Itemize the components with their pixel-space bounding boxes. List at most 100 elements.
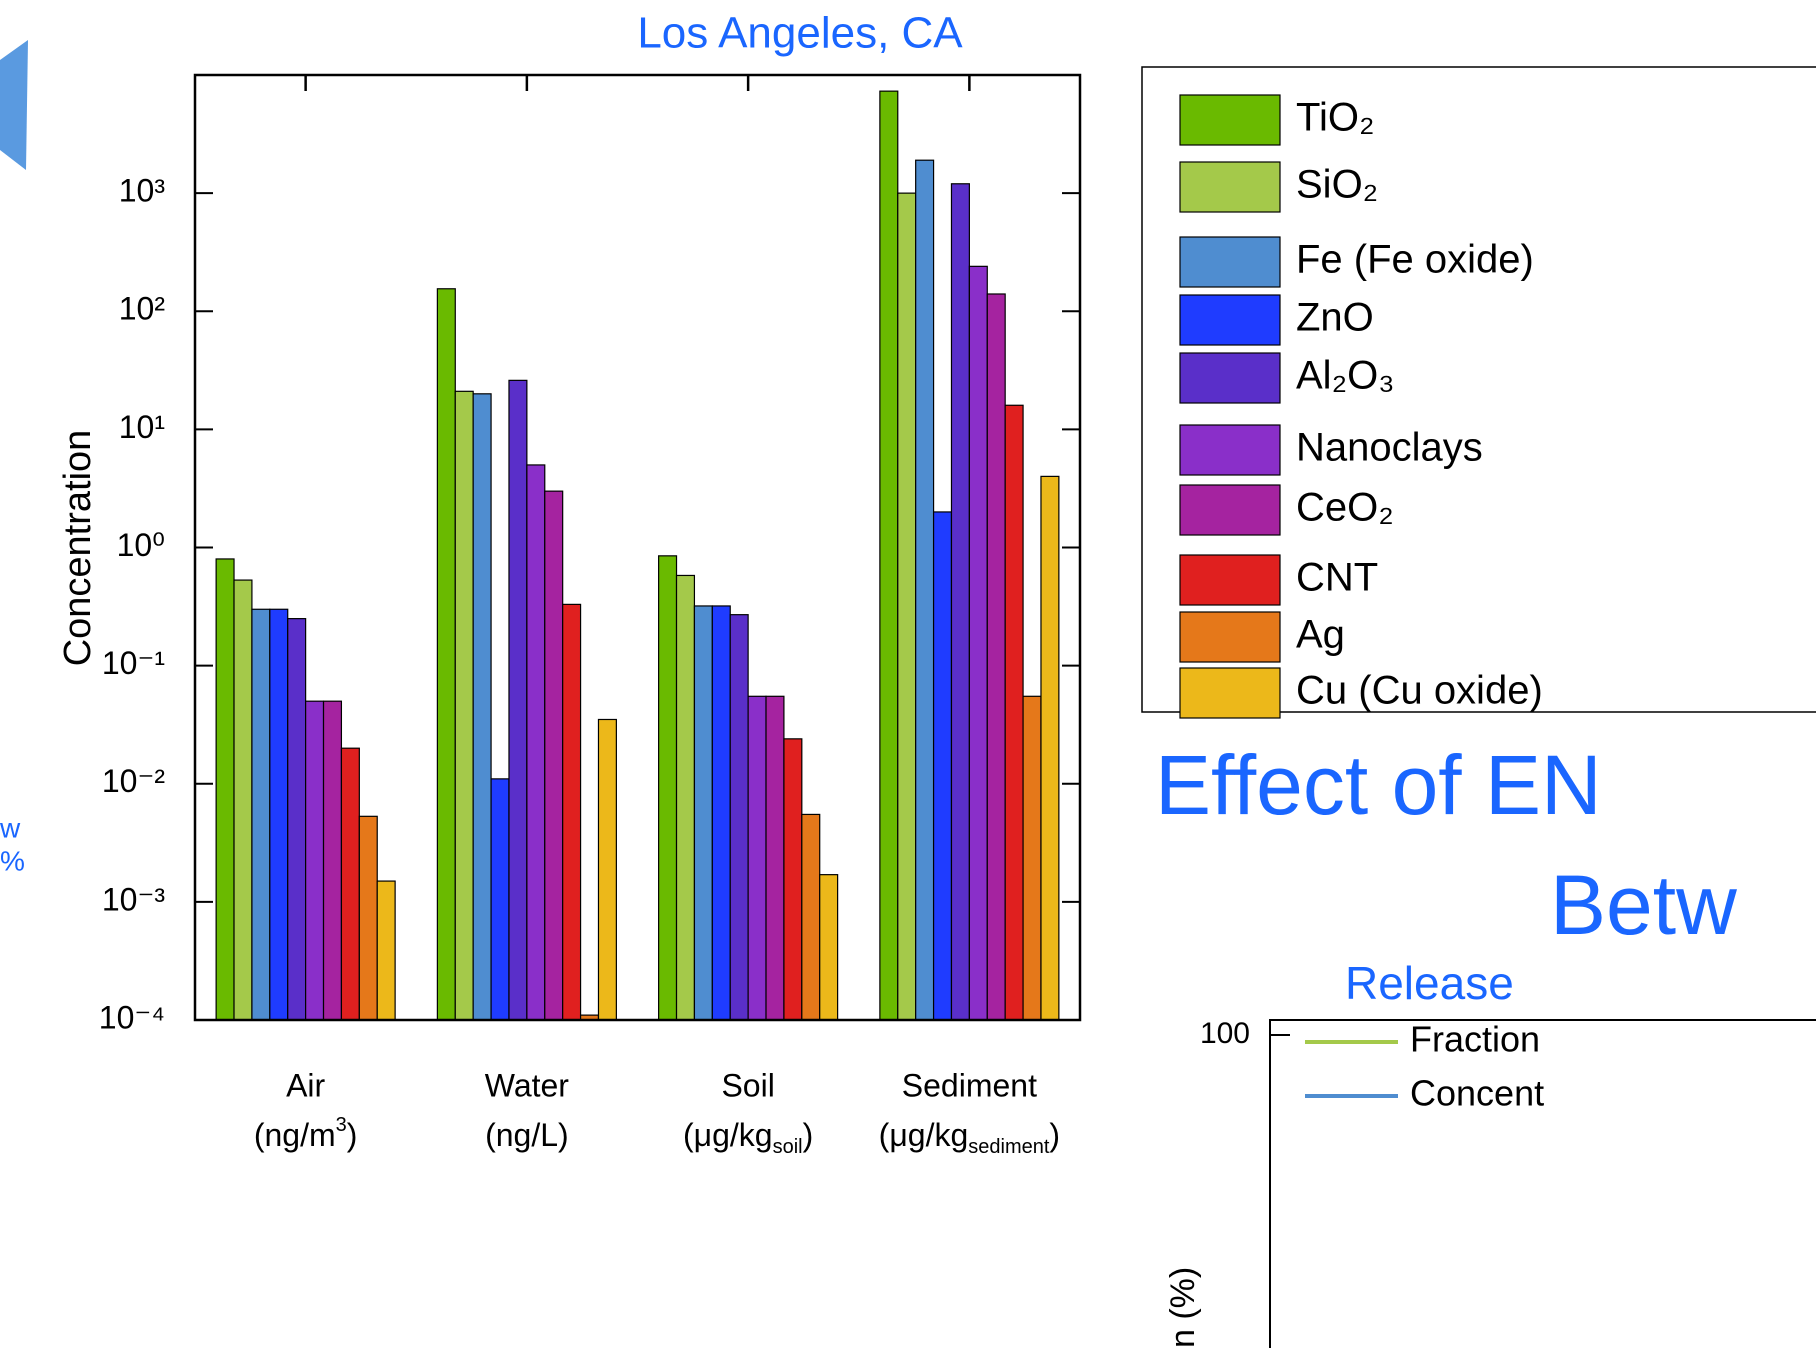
legend-label: Fe (Fe oxide): [1296, 238, 1534, 282]
inset-axes: [1269, 1019, 1816, 1348]
legend-swatch: [1179, 94, 1281, 146]
bar: [801, 813, 821, 1021]
legend-label: Nanoclays: [1296, 426, 1483, 470]
bar: [376, 880, 396, 1021]
x-unit-label: (μg/kgsoil): [683, 1117, 813, 1158]
x-tick-label: Water: [485, 1067, 570, 1103]
y-axis-label: Concentration: [57, 430, 99, 667]
y-tick-label: 10³: [119, 173, 166, 209]
bar: [251, 608, 271, 1021]
bar: [454, 390, 474, 1021]
bar: [490, 778, 510, 1021]
chart-title: Los Angeles, CA: [637, 9, 963, 58]
bar: [340, 747, 360, 1021]
y-tick-label: 10⁻⁴: [99, 999, 165, 1035]
unit-part: (μg/kg: [683, 1117, 773, 1153]
y-tick-label: 10⁻³: [102, 881, 165, 917]
unit-part: (ng/L): [485, 1117, 569, 1153]
inset-legend-label: Fraction: [1410, 1019, 1540, 1060]
slide-heading: Effect of EN: [1155, 738, 1602, 832]
legend-label: Al₂O₃: [1296, 354, 1395, 398]
bar: [322, 700, 343, 1021]
legend-swatch: [1179, 484, 1281, 536]
bar: [436, 288, 456, 1021]
bar: [711, 605, 731, 1021]
legend-swatch: [1179, 161, 1281, 213]
legend-label: Cu (Cu oxide): [1296, 669, 1543, 713]
bar: [950, 183, 970, 1021]
legend-label: CNT: [1296, 556, 1378, 600]
bar: [287, 618, 307, 1021]
legend-swatch: [1179, 554, 1281, 606]
bar: [1022, 695, 1042, 1021]
bar: [526, 464, 546, 1021]
slide-subheading: Release: [1345, 957, 1514, 1009]
bar: [305, 700, 325, 1021]
unit-part: ): [347, 1117, 358, 1153]
legend-swatch: [1179, 667, 1281, 719]
bar: [693, 605, 713, 1021]
bar: [747, 695, 767, 1021]
legend-label: TiO₂: [1296, 96, 1374, 140]
y-tick-label: 10¹: [119, 409, 165, 445]
y-tick-label: 10²: [119, 291, 166, 327]
x-unit-label: (ng/m3): [254, 1114, 358, 1153]
bar: [233, 579, 253, 1021]
unit-part: ): [803, 1117, 814, 1153]
legend-swatch: [1179, 611, 1281, 663]
bar: [675, 574, 696, 1021]
y-tick-label: 10⁰: [117, 527, 165, 563]
left-fragment: %: [0, 845, 25, 876]
unit-part: ): [1049, 1117, 1060, 1153]
bar: [1004, 404, 1024, 1021]
x-tick-label: Air: [286, 1067, 325, 1103]
legend-swatch: [1179, 424, 1281, 476]
bar: [783, 738, 803, 1021]
unit-part: (μg/kg: [879, 1117, 969, 1153]
inset-y-label: n (%): [1164, 1267, 1202, 1348]
legend-label: ZnO: [1296, 296, 1374, 340]
bar: [879, 90, 899, 1021]
unit-sub: sediment: [968, 1136, 1050, 1158]
left-shape: [0, 40, 28, 170]
bar: [508, 379, 528, 1021]
bar: [269, 608, 289, 1021]
y-tick-label: 10⁻²: [102, 763, 165, 799]
inset-legend-label: Concent: [1410, 1073, 1544, 1114]
bar: [932, 511, 953, 1021]
bar: [215, 558, 235, 1021]
bar: [597, 718, 617, 1021]
bar: [986, 293, 1006, 1021]
bar: [729, 614, 749, 1021]
left-fragment: w: [0, 812, 21, 843]
bar: [358, 815, 378, 1021]
x-tick-label: Sediment: [902, 1067, 1037, 1103]
x-unit-label: (μg/kgsediment): [879, 1117, 1060, 1158]
bar: [968, 265, 988, 1021]
unit-sub: soil: [773, 1136, 803, 1158]
x-tick-label: Soil: [721, 1067, 774, 1103]
bar: [819, 874, 839, 1021]
bar: [658, 555, 678, 1021]
inset-tick-label: 100: [1200, 1017, 1250, 1050]
legend-swatch: [1179, 294, 1281, 346]
legend-label: Ag: [1296, 613, 1345, 657]
legend-swatch: [1179, 352, 1281, 404]
legend-label: SiO₂: [1296, 163, 1378, 207]
bar: [472, 393, 492, 1021]
bar: [1040, 475, 1060, 1021]
legend-swatch: [1179, 236, 1281, 288]
legend-box: [1141, 66, 1816, 713]
bar: [544, 490, 564, 1021]
plot-frame: [193, 73, 1082, 1022]
unit-part: (ng/m: [254, 1117, 336, 1153]
x-unit-label: (ng/L): [485, 1117, 569, 1153]
unit-sup: 3: [336, 1114, 347, 1136]
bar: [915, 159, 935, 1021]
bar: [765, 695, 785, 1021]
bar: [562, 603, 582, 1021]
slide-heading: Betw: [1550, 858, 1737, 952]
legend-label: CeO₂: [1296, 486, 1394, 530]
y-tick-label: 10⁻¹: [102, 645, 165, 681]
